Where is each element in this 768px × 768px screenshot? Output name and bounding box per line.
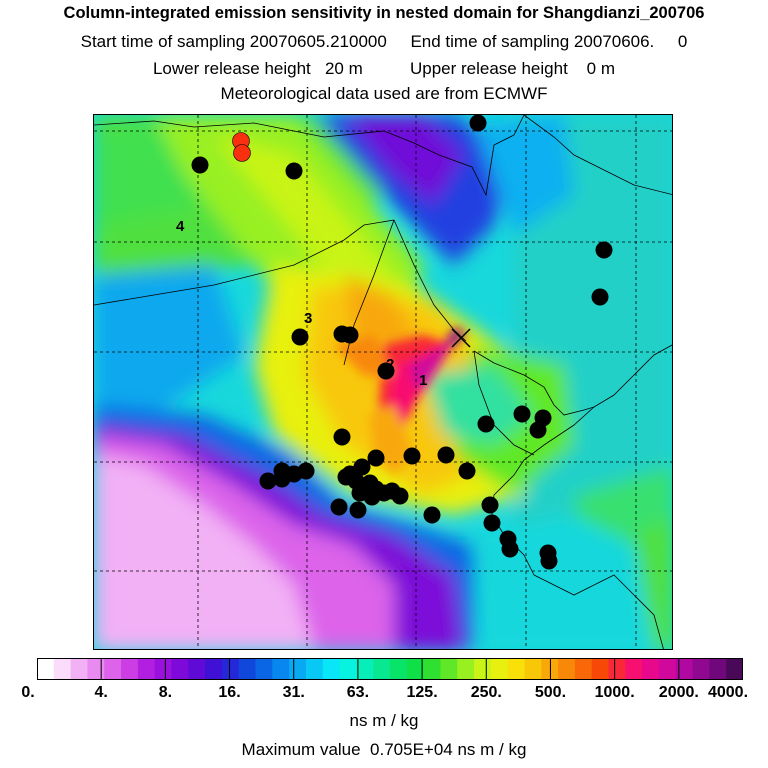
contour-label-3: 3 <box>304 310 312 327</box>
colorbar-segment <box>658 658 677 680</box>
colorbar-segment <box>507 658 526 680</box>
colorbar-segment <box>104 658 122 680</box>
particle-dot <box>291 328 309 346</box>
sampling-time-line: Start time of sampling 20070605.210000 E… <box>80 32 688 51</box>
particle-dot <box>501 540 519 558</box>
particle-dot <box>483 514 501 532</box>
particle-dot <box>363 488 381 506</box>
particle-dot <box>403 447 421 465</box>
particle-dot <box>591 288 609 306</box>
colorbar-label: 500. <box>534 684 567 701</box>
particle-dot <box>529 421 547 439</box>
colorbar-segment <box>87 658 105 680</box>
colorbar-segment <box>524 658 542 680</box>
particle-dots <box>191 115 613 570</box>
meteo-source-line: Meteorological data used are from ECMWF <box>220 84 548 103</box>
colorbar-segment <box>322 658 341 680</box>
colorbar-segment <box>154 658 173 680</box>
sensitivity-map: 4 3 2 1 <box>93 114 673 650</box>
colorbar-segment <box>675 658 694 680</box>
colorbar-segment <box>390 658 408 680</box>
colorbar-segment <box>440 658 458 680</box>
colorbar <box>37 658 743 680</box>
colorbar-segment <box>188 658 206 680</box>
colorbar-segment <box>70 658 89 680</box>
particle-dot <box>477 415 495 433</box>
colorbar-label: 31. <box>282 684 305 701</box>
colorbar-segment <box>692 658 710 680</box>
colorbar-segment <box>474 658 492 680</box>
colorbar-segment <box>137 658 156 680</box>
colorbar-segment <box>356 658 374 680</box>
particle-dot <box>481 496 499 514</box>
colorbar-segment <box>625 658 643 680</box>
particle-dot <box>458 462 476 480</box>
colorbar-segment <box>373 658 391 680</box>
colorbar-label: 250. <box>470 684 502 701</box>
graticule <box>94 115 672 649</box>
colorbar-segment <box>272 658 290 680</box>
particle-dot <box>595 241 613 259</box>
release-site-marker <box>451 328 471 348</box>
colorbar-segment <box>53 658 72 680</box>
colorbar-segment <box>121 658 139 680</box>
colorbar-label: 4000. <box>707 684 749 701</box>
particle-dot <box>469 115 487 132</box>
particle-dot <box>273 470 291 488</box>
colorbar-label: 0. <box>21 684 35 701</box>
colorbar-segment <box>289 658 307 680</box>
colorbar-label: 4. <box>94 684 108 701</box>
maximum-value-text: Maximum value 0.705E+04 ns m / kg <box>241 740 527 759</box>
colorbar-segment <box>608 658 626 680</box>
contour-label-1: 1 <box>419 372 427 389</box>
particle-dot <box>513 405 531 423</box>
particle-dot <box>353 458 371 476</box>
colorbar-segment <box>558 658 576 680</box>
sensitivity-field <box>94 115 672 649</box>
colorbar-segment <box>221 658 240 680</box>
colorbar-label: 8. <box>158 684 173 701</box>
colorbar-segment <box>238 658 257 680</box>
colorbar-segment <box>709 658 727 680</box>
particle-dot <box>377 362 395 380</box>
colorbar-segment <box>305 658 324 680</box>
colorbar-label: 63. <box>346 684 370 701</box>
colorbar-segment <box>255 658 273 680</box>
colorbar-label: 125. <box>406 684 438 701</box>
plot-title: Column-integrated emission sensitivity i… <box>63 4 705 22</box>
particle-dot <box>330 498 348 516</box>
colorbar-segment <box>591 658 610 680</box>
particle-dot <box>367 449 385 467</box>
colorbar-label: 16. <box>218 684 241 701</box>
particle-dot <box>391 487 409 505</box>
contour-label-4: 4 <box>176 218 185 235</box>
colorbar-segment <box>574 658 593 680</box>
colorbar-segment <box>457 658 475 680</box>
colorbar-segment <box>406 658 425 680</box>
release-height-line: Lower release height 20 m Upper release … <box>152 59 616 78</box>
colorbar-segment <box>423 658 442 680</box>
colorbar-segment <box>490 658 509 680</box>
colorbar-segment <box>205 658 223 680</box>
particle-dot <box>341 326 359 344</box>
colorbar-segment <box>642 658 660 680</box>
particle-dot <box>259 472 277 490</box>
colorbar-units: ns m / kg <box>349 711 419 730</box>
colorbar-segment <box>726 658 743 680</box>
colorbar-segment <box>171 658 189 680</box>
colorbar-segment <box>339 658 357 680</box>
particle-dot <box>333 428 351 446</box>
particle-dot <box>437 446 455 464</box>
particle-dot <box>297 462 315 480</box>
particle-dot <box>423 506 441 524</box>
colorbar-label: 1000. <box>594 684 635 701</box>
particle-dot <box>540 552 558 570</box>
colorbar-segment <box>37 658 55 680</box>
particle-dot <box>285 162 303 180</box>
particle-dot <box>191 156 209 174</box>
particle-dot-red <box>233 144 251 162</box>
particle-dot <box>349 501 367 519</box>
colorbar-label: 2000. <box>658 684 699 701</box>
